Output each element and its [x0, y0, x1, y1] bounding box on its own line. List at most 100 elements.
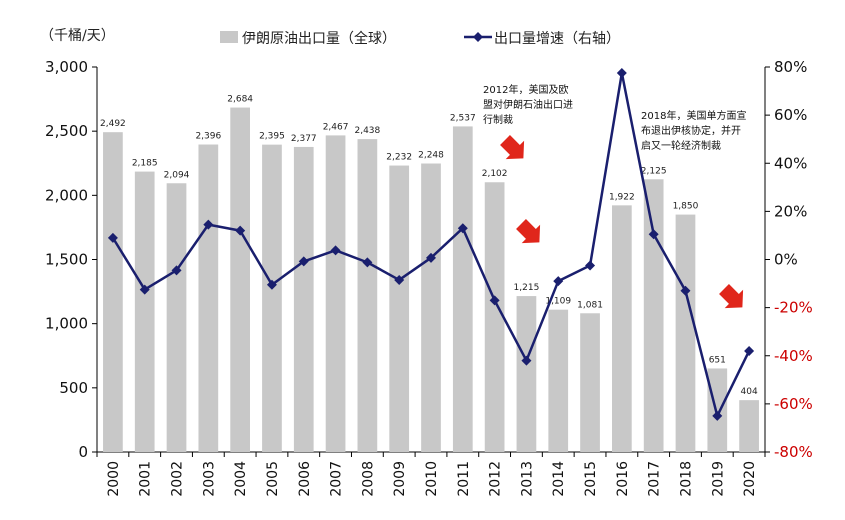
line-point-marker [203, 219, 214, 230]
red-arrows [500, 135, 744, 309]
bar [452, 126, 473, 452]
line-point-marker [298, 256, 309, 267]
bar [421, 163, 441, 453]
y-left-tick-label: 2,500 [45, 122, 88, 140]
y-right-tick-label: 80% [774, 58, 807, 76]
x-tick-label: 2003 [201, 461, 217, 497]
annotation-2018-line-2: 布退出伊核协定，并开 [641, 124, 741, 137]
bar [548, 309, 569, 452]
bar-value-label: 2,467 [323, 122, 349, 132]
y-left-tick-label: 3,000 [45, 58, 88, 76]
growth-line [107, 68, 755, 421]
bar-value-label: 2,185 [132, 159, 158, 169]
legend-line-label: 出口量增速（右轴） [494, 31, 620, 47]
y-left-tick-label: 0 [78, 443, 88, 461]
bar-value-label: 1,081 [577, 300, 603, 310]
y-right-tick-label: 0% [774, 251, 798, 269]
line-point-marker [680, 285, 691, 296]
bar-value-label: 2,248 [418, 151, 444, 161]
x-tick-label: 2017 [647, 461, 663, 497]
bar-value-label: 2,094 [164, 170, 190, 180]
bar [675, 214, 696, 452]
y-axis-unit-label: （千桶/天） [40, 28, 115, 44]
y-right-tick-label: -40% [774, 347, 813, 365]
bar [707, 368, 728, 452]
bar-value-label: 2,684 [227, 95, 253, 105]
legend-line-marker [473, 32, 483, 42]
bar-value-label: 1,215 [514, 283, 540, 293]
bar-value-label: 404 [741, 387, 758, 397]
x-tick-label: 2005 [265, 461, 281, 497]
bars [103, 107, 759, 453]
x-tick-label: 2013 [519, 461, 535, 497]
line-point-marker [139, 284, 150, 295]
line-point-marker [489, 295, 500, 306]
legend-bar-swatch [220, 31, 238, 43]
x-tick-label: 2014 [551, 461, 567, 497]
y-left-tick-label: 1,500 [45, 251, 88, 269]
annotation-2012-line-1: 2012年，美国及欧 [483, 83, 568, 96]
bar-value-label: 2,232 [386, 153, 412, 163]
red-arrow-icon [719, 284, 744, 309]
bar [611, 205, 632, 452]
bar-value-label: 1,850 [673, 202, 699, 212]
bar [166, 183, 187, 452]
line-point-marker [171, 265, 182, 276]
bar [484, 182, 505, 452]
line-point-marker [521, 355, 532, 366]
bar-labels: 2,492 2,185 2,094 2,396 2,684 2,395 2,377 2,467… [100, 95, 758, 398]
annotation-2018-line-3: 启又一轮经济制裁 [641, 139, 721, 152]
x-tick-label: 2012 [488, 461, 504, 497]
bar [198, 144, 219, 452]
bar [325, 135, 346, 452]
red-arrow-icon [500, 135, 525, 160]
line-point-marker [457, 223, 468, 234]
bar-value-label: 2,537 [450, 113, 476, 123]
x-tick-label: 2001 [138, 461, 154, 497]
line-point-marker [712, 410, 723, 421]
bar-value-label: 2,377 [291, 134, 317, 144]
x-tick-label: 2008 [360, 461, 376, 497]
annotation-2018-line-1: 2018年，美国单方面宣 [641, 109, 746, 122]
bar [580, 313, 600, 452]
x-tick-label: 2010 [424, 461, 440, 497]
line-point-marker [362, 257, 373, 268]
y-right-tick-label: -60% [774, 395, 813, 413]
bar-value-label: 2,395 [259, 132, 285, 142]
x-tick-label: 2019 [710, 461, 726, 497]
y-left-tick-label: 2,000 [45, 186, 88, 204]
legend: 伊朗原油出口量（全球） 出口量增速（右轴） [220, 30, 620, 47]
bar-value-label: 2,125 [641, 166, 667, 176]
annotation-2012-line-2: 盟对伊朗石油出口进 [483, 98, 573, 111]
line-point-marker [235, 225, 246, 236]
bar [516, 296, 537, 452]
line-point-marker [616, 68, 627, 79]
ticks: 0 500 1,000 1,500 2,000 2,500 3,000 -80% -60% -40… [45, 58, 813, 497]
bar [389, 165, 410, 452]
bar [103, 132, 123, 452]
x-tick-label: 2009 [392, 461, 408, 497]
x-tick-label: 2006 [297, 461, 313, 497]
bar-value-label: 2,438 [354, 126, 380, 136]
y-right-tick-label: 40% [774, 154, 807, 172]
y-right-tick-label: 20% [774, 202, 807, 220]
red-arrow-icon [516, 219, 541, 244]
x-tick-label: 2007 [329, 461, 345, 497]
line-point-marker [585, 260, 596, 271]
line-point-marker [426, 252, 436, 263]
bar [230, 107, 251, 452]
x-tick-label: 2000 [106, 461, 122, 497]
bar [134, 171, 155, 452]
x-tick-label: 2016 [615, 461, 631, 497]
x-tick-label: 2020 [742, 461, 758, 497]
line-point-marker [394, 274, 405, 285]
annotation-2012-line-3: 行制裁 [483, 113, 513, 126]
bar-value-label: 2,492 [100, 119, 126, 129]
x-tick-label: 2018 [678, 461, 694, 497]
bar-value-label: 1,922 [609, 192, 635, 202]
bar-value-label: 1,109 [545, 297, 571, 307]
line-point-marker [330, 245, 341, 256]
line-point-marker [266, 279, 277, 290]
